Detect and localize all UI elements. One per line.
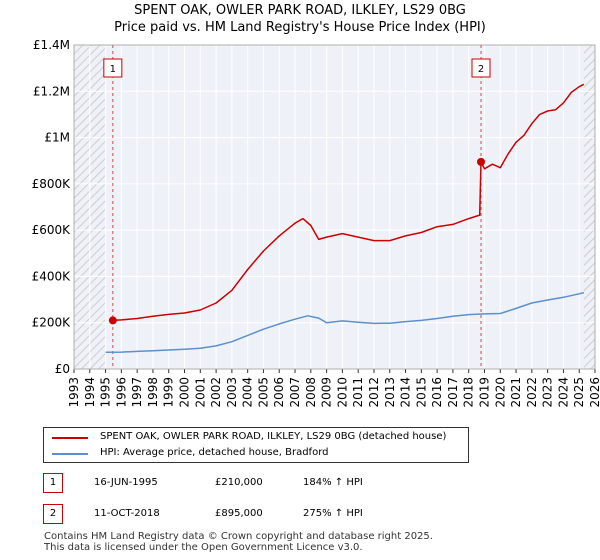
x-tick-label: 2001 bbox=[193, 377, 207, 408]
x-tick-label: 2015 bbox=[414, 377, 428, 408]
plot-background bbox=[74, 45, 595, 369]
sale-point bbox=[477, 157, 486, 166]
y-tick-label: £600K bbox=[32, 223, 72, 237]
legend-label-property: SPENT OAK, OWLER PARK ROAD, ILKLEY, LS29… bbox=[100, 431, 447, 442]
hatched-region bbox=[583, 45, 595, 369]
sale-date: 16-JUN-1995 bbox=[94, 477, 158, 488]
x-tick-label: 2022 bbox=[525, 377, 539, 408]
x-tick-label: 2026 bbox=[588, 377, 600, 408]
sale-point bbox=[108, 316, 117, 325]
sale-row-2: 2 11-OCT-2018 £895,000 275% ↑ HPI bbox=[43, 504, 443, 524]
x-tick-label: 2000 bbox=[178, 377, 192, 408]
x-tick-label: 2006 bbox=[272, 377, 286, 408]
sale-price: £895,000 bbox=[215, 508, 263, 519]
chart-title: SPENT OAK, OWLER PARK ROAD, ILKLEY, LS29… bbox=[134, 3, 466, 18]
sale-marker-badge: 1 bbox=[103, 58, 123, 78]
x-tick-label: 2012 bbox=[367, 377, 381, 408]
sale-marker-badge: 2 bbox=[471, 58, 491, 78]
property-series-line bbox=[112, 83, 585, 322]
legend-item-hpi: HPI: Average price, detached house, Brad… bbox=[44, 445, 468, 461]
x-tick-label: 2002 bbox=[209, 377, 223, 408]
x-tick-label: 1995 bbox=[99, 377, 113, 408]
sale-marker-badge-box bbox=[471, 58, 491, 78]
x-tick-label: 2024 bbox=[556, 377, 570, 408]
x-tick-label: 2019 bbox=[477, 377, 491, 408]
x-tick-label: 2023 bbox=[541, 377, 555, 408]
y-tick-label: £1.4M bbox=[33, 38, 70, 52]
footer-licence: This data is licensed under the Open Gov… bbox=[44, 542, 363, 553]
x-tick-label: 2008 bbox=[304, 377, 318, 408]
x-tick-label: 1996 bbox=[114, 377, 128, 408]
sale-badge: 1 bbox=[43, 473, 63, 493]
y-tick-label: £800K bbox=[32, 177, 72, 191]
sale-marker-badge-label: 1 bbox=[110, 64, 116, 75]
x-tick-label: 2005 bbox=[256, 377, 270, 408]
x-tick-label: 2018 bbox=[462, 377, 476, 408]
x-tick-label: 1998 bbox=[146, 377, 160, 408]
y-tick-label: £400K bbox=[32, 269, 72, 283]
x-tick-label: 1999 bbox=[162, 377, 176, 408]
legend-swatch-property bbox=[52, 437, 88, 439]
footer-copyright: Contains HM Land Registry data © Crown c… bbox=[44, 531, 433, 542]
plot-frame bbox=[73, 44, 596, 370]
legend-swatch-hpi bbox=[52, 453, 88, 455]
x-tick-label: 2003 bbox=[225, 377, 239, 408]
x-tick-label: 2021 bbox=[509, 377, 523, 408]
sale-price: £210,000 bbox=[215, 477, 263, 488]
x-tick-label: 2025 bbox=[572, 377, 586, 408]
legend: SPENT OAK, OWLER PARK ROAD, ILKLEY, LS29… bbox=[43, 427, 469, 463]
x-tick-label: 2014 bbox=[399, 377, 413, 408]
y-tick-label: £1.2M bbox=[33, 84, 70, 98]
hpi-series-line bbox=[105, 291, 585, 354]
x-tick-label: 2011 bbox=[351, 377, 365, 408]
x-tick-label: 1994 bbox=[83, 377, 97, 408]
sale-hpi-change: 275% ↑ HPI bbox=[303, 508, 363, 519]
y-tick-label: £0 bbox=[55, 362, 70, 376]
x-tick-label: 1993 bbox=[67, 377, 81, 408]
sale-badge: 2 bbox=[43, 504, 63, 524]
sale-marker-badge-label: 2 bbox=[478, 64, 484, 75]
sale-marker-badge-box bbox=[103, 58, 123, 78]
x-tick-label: 2007 bbox=[288, 377, 302, 408]
x-tick-label: 2004 bbox=[241, 377, 255, 408]
sale-date: 11-OCT-2018 bbox=[94, 508, 160, 519]
y-tick-label: £200K bbox=[32, 316, 72, 330]
sale-row-1: 1 16-JUN-1995 £210,000 184% ↑ HPI bbox=[43, 473, 443, 493]
x-tick-label: 2017 bbox=[446, 377, 460, 408]
legend-item-property: SPENT OAK, OWLER PARK ROAD, ILKLEY, LS29… bbox=[44, 429, 468, 445]
x-tick-label: 2010 bbox=[335, 377, 349, 408]
x-tick-label: 1997 bbox=[130, 377, 144, 408]
legend-label-hpi: HPI: Average price, detached house, Brad… bbox=[100, 447, 329, 458]
x-tick-label: 2013 bbox=[383, 377, 397, 408]
y-tick-label: £1M bbox=[44, 131, 70, 145]
sale-hpi-change: 184% ↑ HPI bbox=[303, 477, 363, 488]
x-tick-label: 2020 bbox=[493, 377, 507, 408]
chart-subtitle: Price paid vs. HM Land Registry's House … bbox=[114, 20, 486, 35]
x-tick-label: 2016 bbox=[430, 377, 444, 408]
x-tick-label: 2009 bbox=[320, 377, 334, 408]
